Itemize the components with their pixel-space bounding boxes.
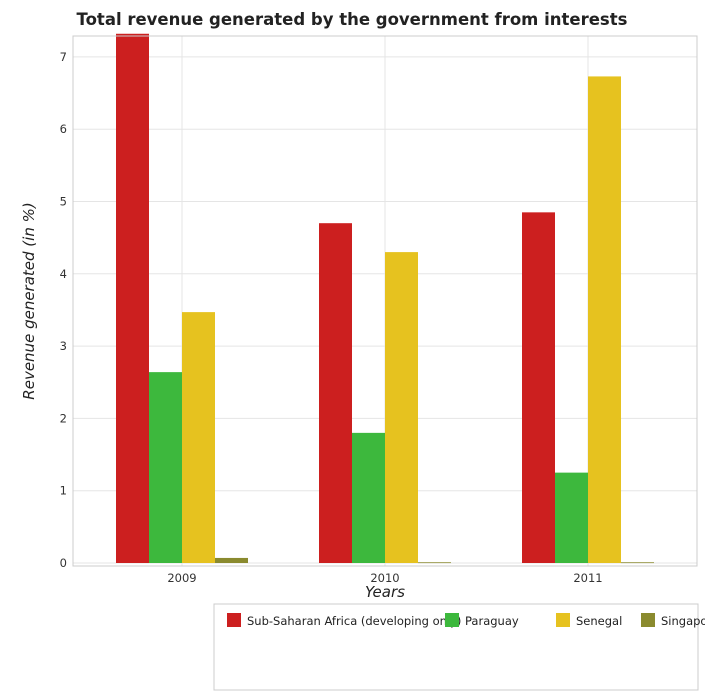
legend-label: Paraguay — [465, 614, 519, 628]
bar-sub-saharan-africa-developing-only--2010 — [319, 223, 352, 563]
y-tick-label: 0 — [60, 556, 67, 570]
y-tick-label: 3 — [60, 339, 67, 353]
legend-label: Sub-Saharan Africa (developing only) — [247, 614, 461, 628]
x-axis-label: Years — [365, 583, 405, 601]
bar-singapore-2010 — [418, 562, 451, 564]
bars — [116, 33, 654, 564]
y-tick-label: 6 — [60, 122, 67, 136]
bar-singapore-2011 — [621, 562, 654, 564]
legend-swatch — [445, 613, 459, 627]
bar-paraguay-2011 — [555, 472, 588, 563]
bar-singapore-2009 — [215, 557, 248, 563]
bar-sub-saharan-africa-developing-only--2009 — [116, 33, 149, 564]
y-tick-label: 2 — [60, 411, 67, 425]
x-tick-label: 2009 — [167, 571, 196, 585]
legend-swatch — [556, 613, 570, 627]
y-tick-label: 5 — [60, 195, 67, 209]
y-tick-labels: 0 1 2 3 4 5 6 7 — [60, 50, 67, 570]
y-tick-label: 1 — [60, 484, 67, 498]
legend-swatch — [227, 613, 241, 627]
legend-label: Singapore — [661, 614, 705, 628]
bar-senegal-2009 — [182, 312, 215, 563]
x-tick-labels: 2009 2010 2011 — [167, 571, 602, 585]
bar-senegal-2011 — [588, 76, 621, 564]
x-tick-label: 2011 — [573, 571, 602, 585]
y-tick-label: 4 — [60, 267, 67, 281]
bar-sub-saharan-africa-developing-only--2011 — [522, 212, 555, 563]
y-tick-label: 7 — [60, 50, 67, 64]
plot-frame — [72, 35, 698, 567]
x-tick-label: 2010 — [370, 571, 399, 585]
legend-swatch — [641, 613, 655, 627]
legend-label: Senegal — [576, 614, 622, 628]
y-axis-label: Revenue generated (in %) — [20, 202, 38, 399]
bar-paraguay-2009 — [149, 372, 182, 563]
legend: Sub-Saharan Africa (developing only) Para… — [213, 603, 705, 691]
bar-senegal-2010 — [385, 252, 418, 564]
bar-paraguay-2010 — [352, 432, 385, 563]
chart-title: Total revenue generated by the governmen… — [77, 10, 628, 29]
